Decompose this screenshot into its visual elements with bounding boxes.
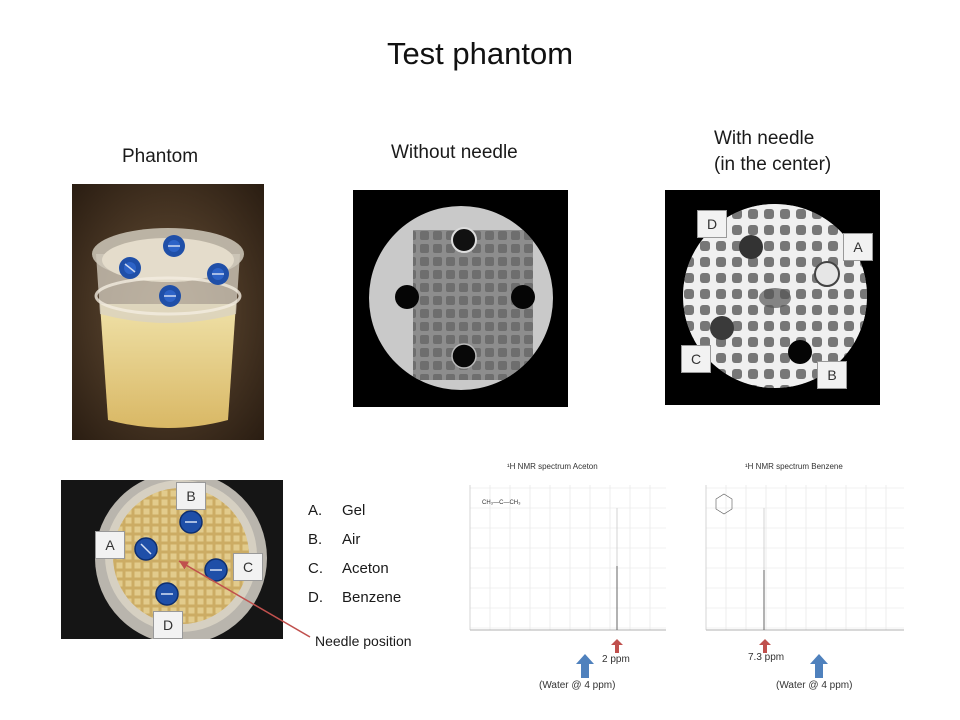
caption-with-needle-center: (in the center) — [714, 154, 832, 175]
benzene-water-arrow-icon — [810, 654, 828, 678]
aceton-peak-arrow-icon — [611, 639, 623, 653]
legend-item-gel: A. Gel — [308, 502, 366, 519]
caption-phantom: Phantom — [122, 146, 199, 167]
mri-marker-d: D — [697, 210, 727, 238]
nmr-benzene-spectrum — [696, 480, 904, 640]
legend-item-aceton: C. Aceton — [308, 560, 389, 577]
slide-title: Test phantom — [386, 36, 574, 71]
caption-without-needle: Without needle — [391, 142, 518, 163]
aceton-water-arrow-icon — [576, 654, 594, 678]
benzene-peak-arrow-icon — [759, 639, 771, 653]
nmr-benzene-title: ¹H NMR spectrum Benzene — [745, 462, 843, 471]
topview-marker-a: A — [95, 531, 125, 559]
legend-item-benzene: D. Benzene — [308, 589, 402, 606]
topview-marker-c: C — [233, 553, 263, 581]
needle-position-label: Needle position — [315, 633, 412, 649]
caption-with-needle: With needle — [714, 128, 815, 149]
aceton-peak-label: 2 ppm — [602, 654, 630, 665]
legend-item-air: B. Air — [308, 531, 361, 548]
topview-marker-d: D — [153, 611, 183, 639]
aceton-water-label: (Water @ 4 ppm) — [539, 680, 616, 691]
topview-marker-b: B — [176, 482, 206, 510]
mri-marker-b: B — [817, 361, 847, 389]
benzene-peak-label: 7.3 ppm — [748, 652, 785, 663]
aceton-formula: CH₃—C—CH₃ — [482, 500, 521, 506]
mri-without-needle — [353, 190, 568, 407]
phantom-top-view-photo: B A C D — [61, 480, 283, 639]
benzene-water-label: (Water @ 4 ppm) — [776, 680, 853, 691]
phantom-photo — [72, 184, 264, 440]
mri-marker-c: C — [681, 345, 711, 373]
nmr-aceton-spectrum: CH₃—C—CH₃ — [460, 480, 666, 640]
mri-with-needle: D A C B — [665, 190, 880, 405]
nmr-aceton-title: ¹H NMR spectrum Aceton — [507, 462, 598, 471]
mri-marker-a: A — [843, 233, 873, 261]
